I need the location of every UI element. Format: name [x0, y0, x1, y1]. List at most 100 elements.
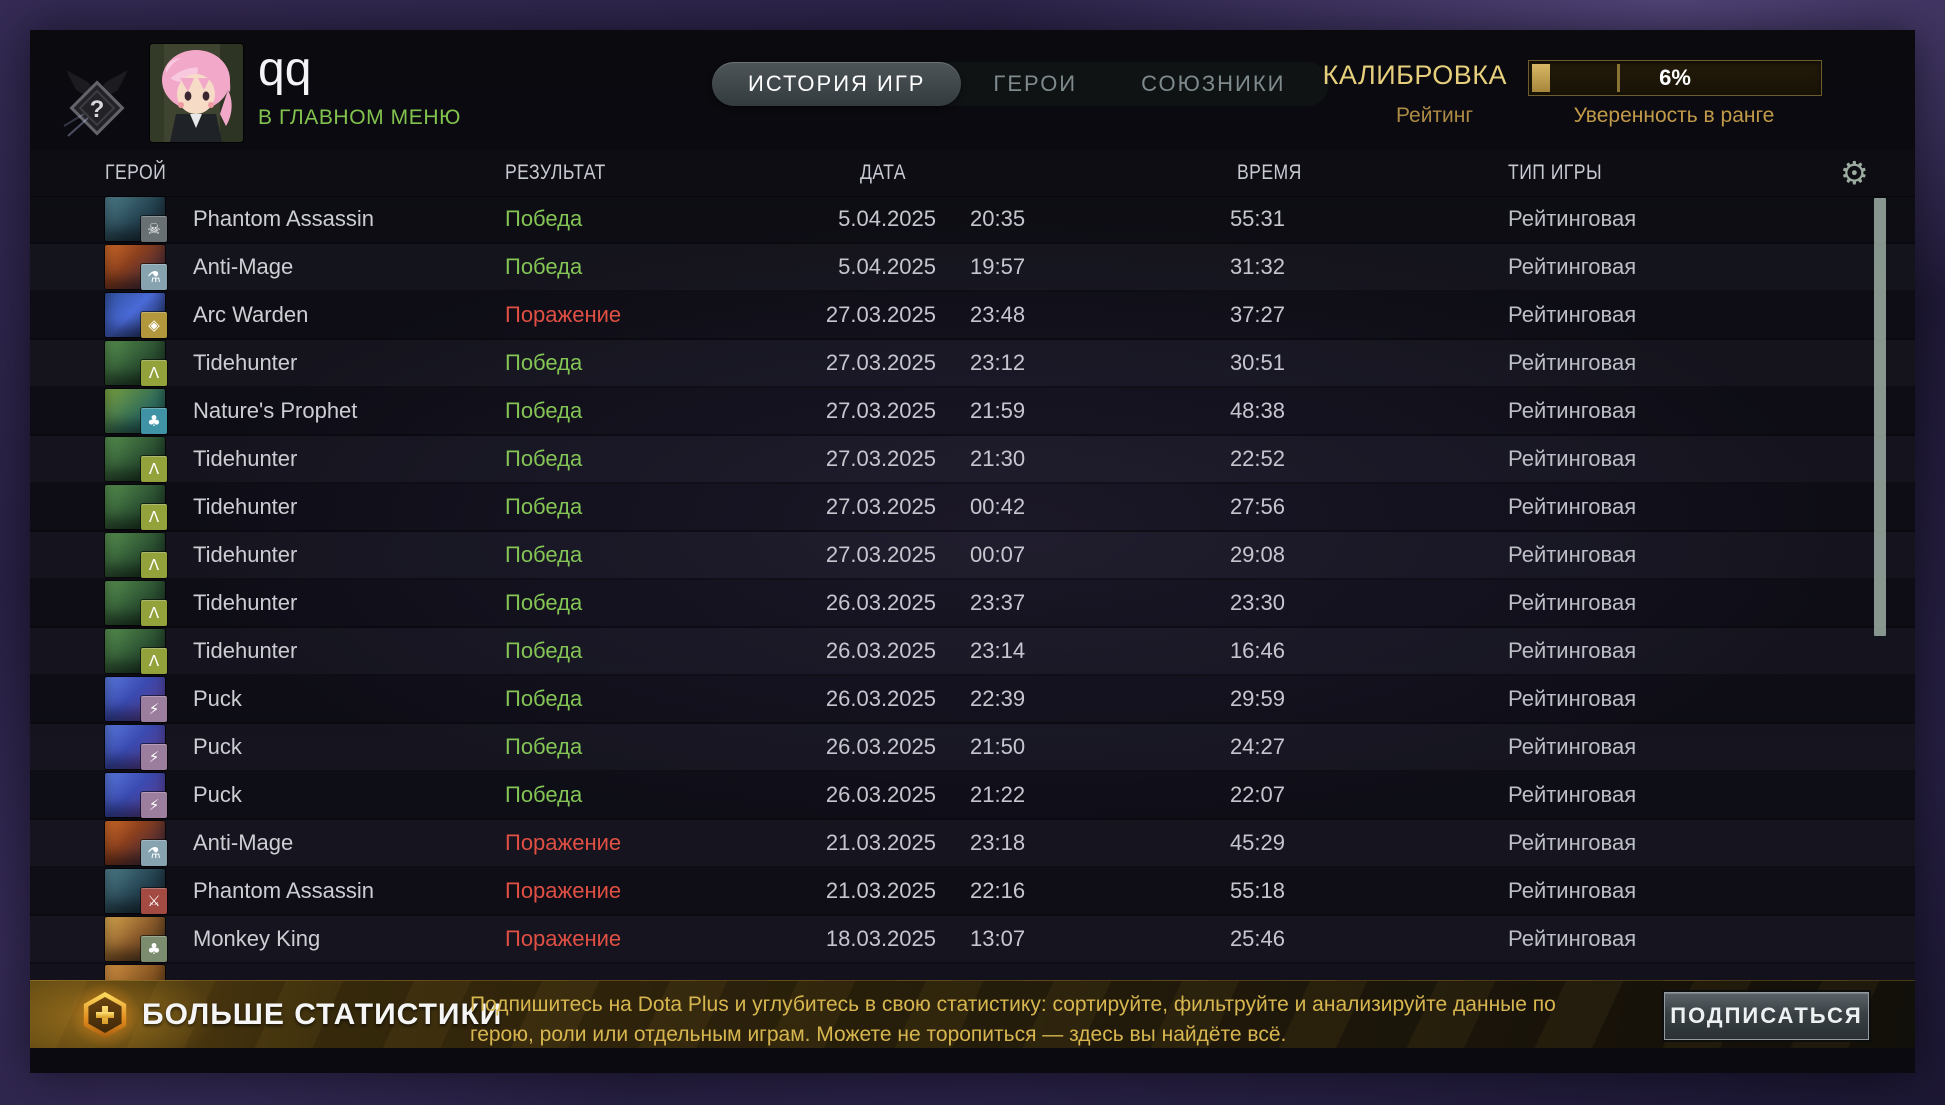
match-row[interactable]: ⚔ Phantom Assassin Поражение 21.03.2025 …	[30, 868, 1915, 916]
tab-allies[interactable]: СОЮЗНИКИ	[1141, 71, 1286, 96]
column-header-result[interactable]: РЕЗУЛЬТАТ	[505, 161, 606, 184]
match-start-time: 23:12	[970, 350, 1026, 375]
column-header-mode[interactable]: ТИП ИГРЫ	[1508, 161, 1603, 184]
table-header: ГЕРОЙ РЕЗУЛЬТАТ ДАТА ВРЕМЯ ТИП ИГРЫ ⚙	[30, 150, 1915, 197]
match-row[interactable]: Λ Tidehunter Победа 27.03.2025 00:07 29:…	[30, 532, 1915, 580]
hero-name: Phantom Assassin	[193, 206, 374, 231]
match-duration: 29:08	[1229, 542, 1285, 567]
match-row[interactable]: ⚗ Anti-Mage Поражение 21.03.2025 23:18 4…	[30, 820, 1915, 868]
match-start-time: 21:30	[970, 446, 1026, 471]
match-date: 27.03.2025	[825, 398, 936, 423]
gem-badge-icon: ◈	[141, 312, 167, 338]
match-mode: Рейтинговая	[1508, 446, 1637, 471]
tree-badge-icon: ♣	[141, 936, 167, 962]
match-row[interactable]: Λ Tidehunter Победа 27.03.2025 23:12 30:…	[30, 340, 1915, 388]
hero-name: Tidehunter	[193, 446, 298, 471]
match-mode: Рейтинговая	[1508, 206, 1637, 231]
player-name: qq	[258, 43, 312, 96]
match-date: 27.03.2025	[825, 446, 936, 471]
match-mode: Рейтинговая	[1508, 782, 1637, 807]
match-row[interactable]: ☠ Phantom Assassin Победа 5.04.2025 20:3…	[30, 196, 1915, 244]
match-result: Победа	[505, 350, 583, 375]
match-mode: Рейтинговая	[1508, 878, 1637, 903]
hero-name: Tidehunter	[193, 638, 298, 663]
settings-gear-icon[interactable]: ⚙	[1840, 154, 1869, 192]
match-row[interactable]: Λ Tidehunter Победа 26.03.2025 23:37 23:…	[30, 580, 1915, 628]
match-row[interactable]: ♣ Nature's Prophet Победа 27.03.2025 21:…	[30, 388, 1915, 436]
match-row[interactable]: ◈ Arc Warden Поражение 27.03.2025 23:48 …	[30, 292, 1915, 340]
match-row[interactable]: ⚡ Puck Победа 26.03.2025 22:39 29:59 Рей…	[30, 676, 1915, 724]
tree-badge-icon: ♣	[141, 408, 167, 434]
calibration-progress-bar: 6%	[1528, 60, 1822, 96]
match-row[interactable]: ⚗ Anti-Mage Победа 5.04.2025 19:57 31:32…	[30, 244, 1915, 292]
match-duration: 48:38	[1229, 398, 1285, 423]
hero-portrait: ☠	[105, 197, 167, 242]
match-result: Победа	[505, 446, 583, 471]
match-row[interactable]: Λ Tidehunter Победа 27.03.2025 00:42 27:…	[30, 484, 1915, 532]
match-date: 27.03.2025	[825, 494, 936, 519]
match-mode: Рейтинговая	[1508, 638, 1637, 663]
hero-portrait: ⚡	[105, 725, 167, 770]
match-list: ☠ Phantom Assassin Победа 5.04.2025 20:3…	[30, 196, 1915, 980]
match-result: Победа	[505, 638, 583, 663]
match-row[interactable]: Λ Tidehunter Победа 26.03.2025 23:14 16:…	[30, 628, 1915, 676]
hero-portrait: ⚗	[105, 821, 167, 866]
list-scrollbar-thumb[interactable]	[1874, 198, 1886, 636]
column-header-date[interactable]: ДАТА	[860, 161, 906, 184]
column-header-time[interactable]: ВРЕМЯ	[1237, 161, 1302, 184]
match-row-partial[interactable]	[30, 964, 1915, 980]
hero-portrait: ⚡	[105, 773, 167, 818]
match-duration: 23:30	[1229, 590, 1285, 615]
match-duration: 31:32	[1229, 254, 1285, 279]
hero-name: Arc Warden	[193, 302, 309, 327]
match-result: Победа	[505, 542, 583, 567]
match-start-time: 22:39	[970, 686, 1026, 711]
match-duration: 37:27	[1229, 302, 1285, 327]
svg-text:?: ?	[90, 96, 105, 123]
match-duration: 45:29	[1229, 830, 1285, 855]
match-date: 26.03.2025	[825, 734, 936, 759]
match-row[interactable]: ♣ Monkey King Поражение 18.03.2025 13:07…	[30, 916, 1915, 964]
match-row[interactable]: ⚡ Puck Победа 26.03.2025 21:50 24:27 Рей…	[30, 724, 1915, 772]
match-duration: 25:46	[1229, 926, 1285, 951]
runner-badge-icon: ⚡	[141, 744, 167, 770]
runner-badge-icon: ⚡	[141, 792, 167, 818]
hero-portrait: Λ	[105, 437, 167, 482]
match-result: Победа	[505, 782, 583, 807]
match-mode: Рейтинговая	[1508, 494, 1637, 519]
subscribe-button[interactable]: ПОДПИСАТЬСЯ	[1664, 992, 1869, 1040]
avatar[interactable]	[150, 44, 243, 142]
hero-portrait: ⚗	[105, 245, 167, 290]
match-result: Победа	[505, 494, 583, 519]
tab-history[interactable]: ИСТОРИЯ ИГР	[712, 62, 962, 106]
hero-name: Tidehunter	[193, 350, 298, 375]
player-status: В ГЛАВНОМ МЕНЮ	[258, 106, 461, 129]
tab-heroes[interactable]: ГЕРОИ	[993, 71, 1078, 96]
banner-title: БОЛЬШЕ СТАТИСТИКИ	[142, 998, 503, 1031]
hero-portrait: Λ	[105, 485, 167, 530]
hero-portrait: ⚔	[105, 869, 167, 914]
match-start-time: 21:50	[970, 734, 1026, 759]
match-mode: Рейтинговая	[1508, 734, 1637, 759]
hero-name: Anti-Mage	[193, 830, 294, 855]
match-date: 5.04.2025	[838, 254, 936, 279]
match-mode: Рейтинговая	[1508, 398, 1637, 423]
match-duration: 22:07	[1229, 782, 1285, 807]
hero-portrait: ♣	[105, 917, 167, 962]
match-row[interactable]: Λ Tidehunter Победа 27.03.2025 21:30 22:…	[30, 436, 1915, 484]
match-start-time: 20:35	[970, 206, 1026, 231]
match-mode: Рейтинговая	[1508, 686, 1637, 711]
hero-portrait: Λ	[105, 533, 167, 578]
match-row[interactable]: ⚡ Puck Победа 26.03.2025 21:22 22:07 Рей…	[30, 772, 1915, 820]
match-date: 26.03.2025	[825, 782, 936, 807]
column-header-hero[interactable]: ГЕРОЙ	[105, 161, 167, 184]
match-mode: Рейтинговая	[1508, 302, 1637, 327]
match-result: Победа	[505, 734, 583, 759]
panel-footer	[30, 1048, 1915, 1073]
match-mode: Рейтинговая	[1508, 542, 1637, 567]
flask-badge-icon: ⚗	[141, 840, 167, 866]
match-duration: 27:56	[1229, 494, 1285, 519]
match-result: Победа	[505, 686, 583, 711]
anchor-badge-icon: Λ	[141, 648, 167, 674]
